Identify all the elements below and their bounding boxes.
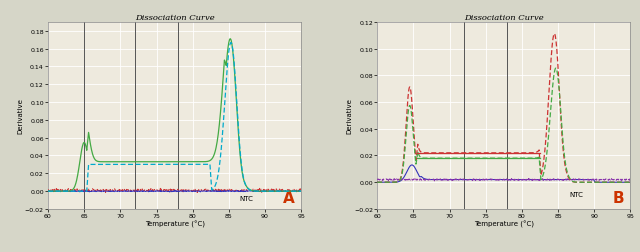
X-axis label: Temperature (°C): Temperature (°C) — [474, 220, 534, 227]
X-axis label: Temperature (°C): Temperature (°C) — [145, 220, 205, 227]
Text: NTC: NTC — [240, 195, 253, 201]
Title: Dissociation Curve: Dissociation Curve — [464, 14, 543, 22]
Text: B: B — [612, 191, 624, 205]
Y-axis label: Derivative: Derivative — [347, 98, 353, 134]
Y-axis label: Derivative: Derivative — [17, 98, 24, 134]
Title: Dissociation Curve: Dissociation Curve — [135, 14, 214, 22]
Text: A: A — [283, 191, 295, 205]
Text: NTC: NTC — [569, 191, 583, 197]
